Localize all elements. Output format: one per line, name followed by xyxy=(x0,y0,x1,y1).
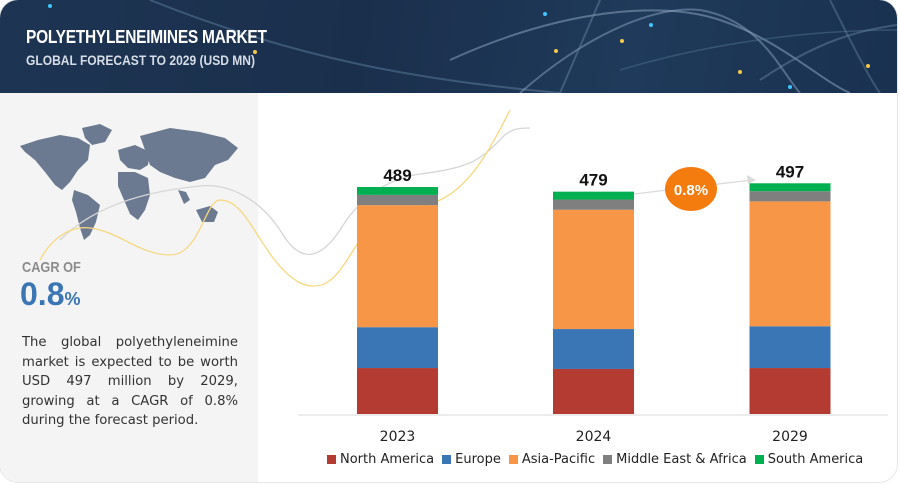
cagr-badge xyxy=(665,167,717,211)
chart-legend: North America Europe Asia-Pacific Middle… xyxy=(327,452,863,467)
x-tick-label-2024: 2024 xyxy=(576,429,612,445)
bar-segment-europe-2029 xyxy=(749,326,831,369)
bars-group: 489 2023 479 2024 497 2029 xyxy=(357,162,831,445)
legend-swatch-north-america xyxy=(327,455,336,464)
total-label-2024: 479 xyxy=(579,171,607,190)
legend-swatch-europe xyxy=(442,455,452,464)
bar-segment-south-america-2029 xyxy=(749,183,831,192)
total-label-2029: 497 xyxy=(776,162,804,181)
cagr-number: 0.8 xyxy=(20,276,65,312)
legend-label: Middle East & Africa xyxy=(616,452,747,467)
page-subtitle: GLOBAL FORECAST TO 2029 (USD MN) xyxy=(26,52,256,68)
bar-segment-middle-east-africa-2024 xyxy=(553,199,634,210)
legend-label: Asia-Pacific xyxy=(521,452,596,467)
bar-segment-europe-2024 xyxy=(553,329,634,369)
cagr-badge-label: 0.8% xyxy=(674,182,708,199)
cagr-unit: % xyxy=(64,289,81,309)
legend-label: North America xyxy=(340,452,435,467)
total-label-2023: 489 xyxy=(383,166,411,185)
x-tick-label-2023: 2023 xyxy=(380,429,416,445)
market-description: The global polyethyleneimine market is e… xyxy=(22,335,238,429)
header-banner: POLYETHYLENEIMINES MARKET GLOBAL FORECAS… xyxy=(0,0,897,93)
bar-segment-north-america-2023 xyxy=(357,368,438,414)
cagr-value: 0.8% xyxy=(20,276,81,313)
decorative-curve-yellow xyxy=(39,109,511,287)
legend-label: Europe xyxy=(455,452,501,467)
legend-item: Europe xyxy=(442,452,501,467)
cagr-label: CAGR OF xyxy=(22,259,81,276)
legend-swatch-middle-east-africa xyxy=(603,455,613,464)
x-tick-label-2029: 2029 xyxy=(772,429,808,445)
cagr-arrow-head xyxy=(747,175,756,184)
legend-swatch-south-america xyxy=(754,455,764,464)
bar-segment-south-america-2023 xyxy=(357,187,438,195)
bar-segment-north-america-2024 xyxy=(553,368,634,414)
page-title: POLYETHYLENEIMINES MARKET xyxy=(26,27,267,47)
bar-segment-middle-east-africa-2023 xyxy=(357,194,438,206)
decorative-curve-gray xyxy=(59,127,531,256)
bar-segment-north-america-2029 xyxy=(749,368,831,414)
bar-segment-asia-pacific-2029 xyxy=(749,201,831,327)
legend-item: South America xyxy=(754,452,864,467)
legend-swatch-asia-pacific xyxy=(508,455,518,464)
bar-segment-middle-east-africa-2029 xyxy=(749,191,831,202)
bar-segment-south-america-2024 xyxy=(553,191,634,200)
header-decoration xyxy=(48,0,897,93)
legend-item: Asia-Pacific xyxy=(508,452,596,467)
legend-item: Middle East & Africa xyxy=(603,452,747,467)
bar-segment-europe-2023 xyxy=(357,327,438,369)
bar-segment-asia-pacific-2023 xyxy=(357,205,438,328)
legend-label: South America xyxy=(767,452,864,467)
legend-item: North America xyxy=(327,452,434,467)
bar-segment-asia-pacific-2024 xyxy=(553,209,634,330)
world-map-icon xyxy=(20,124,238,240)
